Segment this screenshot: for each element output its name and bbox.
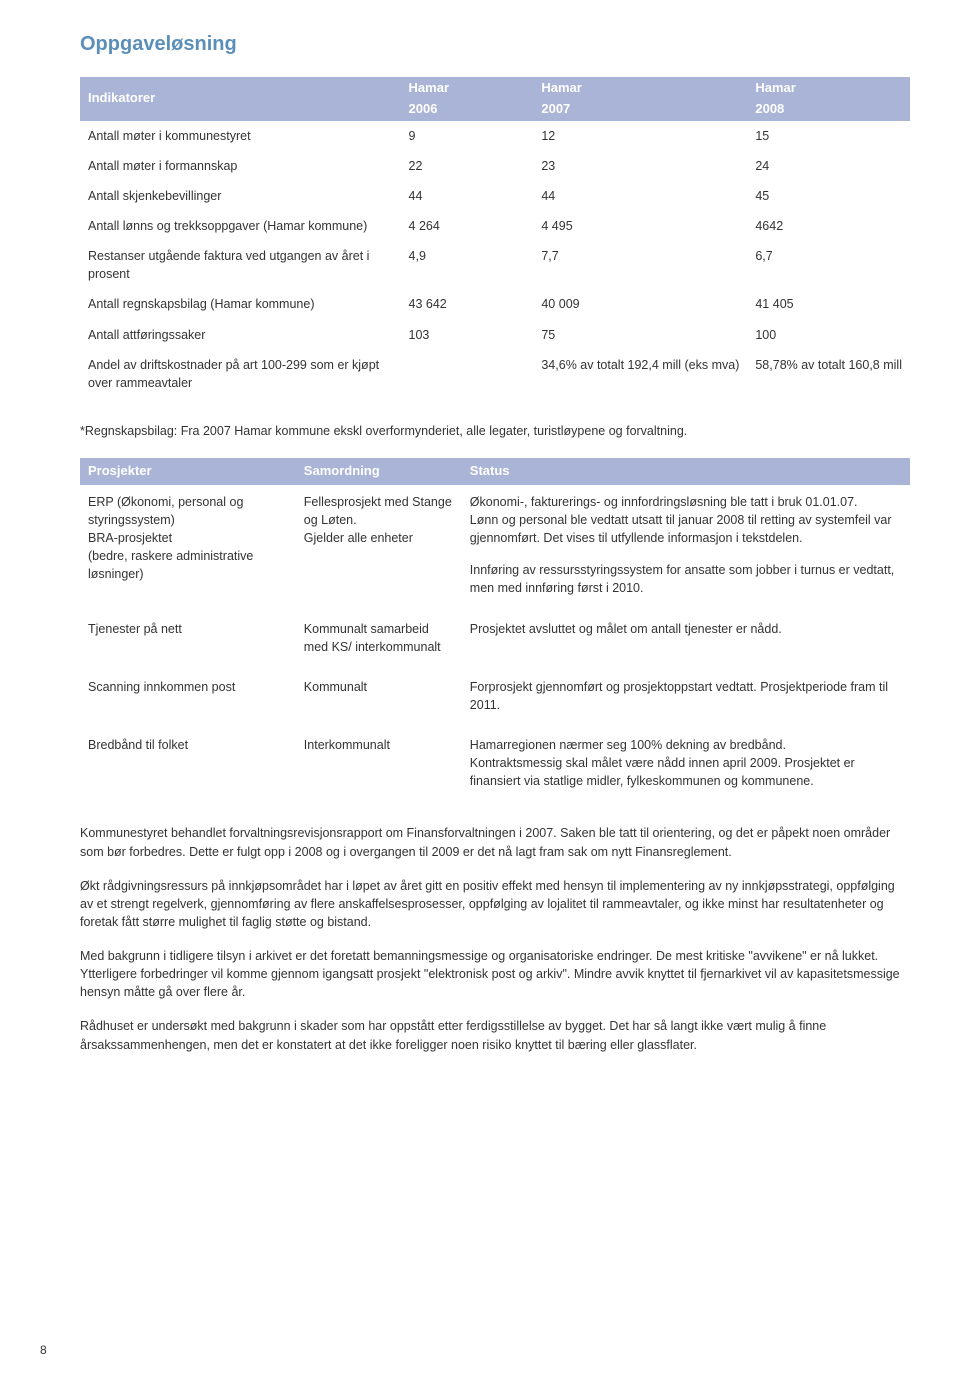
indicator-value: 24 xyxy=(747,151,910,181)
project-name: ERP (Økonomi, personal og styringssystem… xyxy=(80,485,296,612)
indicator-value: 4 495 xyxy=(533,211,747,241)
indicator-label: Antall skjenkebevillinger xyxy=(80,181,401,211)
project-status: Hamarregionen nærmer seg 100% dekning av… xyxy=(462,728,910,804)
th-2006: 2006 xyxy=(401,100,534,121)
indicator-value: 4,9 xyxy=(401,241,534,289)
projects-tbody: ERP (Økonomi, personal og styringssystem… xyxy=(80,485,910,805)
indicator-value: 45 xyxy=(747,181,910,211)
projects-table: Prosjekter Samordning Status ERP (Økonom… xyxy=(80,458,910,804)
body-paragraphs: Kommunestyret behandlet forvaltningsrevi… xyxy=(80,824,910,1053)
th-hamar-2: Hamar xyxy=(533,77,747,100)
indicator-value: 12 xyxy=(533,121,747,151)
table-row: Antall lønns og trekksoppgaver (Hamar ko… xyxy=(80,211,910,241)
project-name: Bredbånd til folket xyxy=(80,728,296,804)
table-header-row: Indikatorer Hamar Hamar Hamar xyxy=(80,77,910,100)
table-row: Andel av driftskostnader på art 100-299 … xyxy=(80,350,910,398)
footnote: *Regnskapsbilag: Fra 2007 Hamar kommune … xyxy=(80,422,910,440)
indicator-value: 7,7 xyxy=(533,241,747,289)
indicator-label: Restanser utgående faktura ved utgangen … xyxy=(80,241,401,289)
indicator-value: 75 xyxy=(533,320,747,350)
th-projects: Prosjekter xyxy=(80,458,296,485)
indicator-value: 4 264 xyxy=(401,211,534,241)
table-header-row: Prosjekter Samordning Status xyxy=(80,458,910,485)
indicator-label: Antall lønns og trekksoppgaver (Hamar ko… xyxy=(80,211,401,241)
indicator-value: 41 405 xyxy=(747,289,910,319)
indicator-value: 103 xyxy=(401,320,534,350)
indicator-label: Andel av driftskostnader på art 100-299 … xyxy=(80,350,401,398)
project-coord: Fellesprosjekt med Stange og Løten. Gjel… xyxy=(296,485,462,612)
indicator-value: 100 xyxy=(747,320,910,350)
th-indicator: Indikatorer xyxy=(80,77,401,121)
table-row: ERP (Økonomi, personal og styringssystem… xyxy=(80,485,910,612)
body-paragraph: Økt rådgivningsressurs på innkjøpsområde… xyxy=(80,877,910,931)
indicators-table: Indikatorer Hamar Hamar Hamar 2006 2007 … xyxy=(80,77,910,398)
body-paragraph: Kommunestyret behandlet forvaltningsrevi… xyxy=(80,824,910,860)
project-name: Scanning innkommen post xyxy=(80,670,296,728)
th-2007: 2007 xyxy=(533,100,747,121)
project-status: Forprosjekt gjennomført og prosjektoppst… xyxy=(462,670,910,728)
project-coord: Kommunalt xyxy=(296,670,462,728)
table-row: Bredbånd til folketInterkommunaltHamarre… xyxy=(80,728,910,804)
indicator-label: Antall møter i formannskap xyxy=(80,151,401,181)
th-hamar-1: Hamar xyxy=(401,77,534,100)
th-coord: Samordning xyxy=(296,458,462,485)
table-row: Antall møter i formannskap222324 xyxy=(80,151,910,181)
indicator-value: 43 642 xyxy=(401,289,534,319)
th-hamar-3: Hamar xyxy=(747,77,910,100)
indicator-value: 44 xyxy=(401,181,534,211)
project-status: Økonomi-, fakturerings- og innfordringsl… xyxy=(462,485,910,612)
indicator-value: 58,78% av totalt 160,8 mill xyxy=(747,350,910,398)
indicator-value: 22 xyxy=(401,151,534,181)
project-name: Tjenester på nett xyxy=(80,612,296,670)
indicator-label: Antall regnskapsbilag (Hamar kommune) xyxy=(80,289,401,319)
indicator-value: 15 xyxy=(747,121,910,151)
table-row: Restanser utgående faktura ved utgangen … xyxy=(80,241,910,289)
project-coord: Interkommunalt xyxy=(296,728,462,804)
indicator-label: Antall møter i kommunestyret xyxy=(80,121,401,151)
indicator-value: 34,6% av totalt 192,4 mill (eks mva) xyxy=(533,350,747,398)
body-paragraph: Rådhuset er undersøkt med bakgrunn i ska… xyxy=(80,1017,910,1053)
body-paragraph: Med bakgrunn i tidligere tilsyn i arkive… xyxy=(80,947,910,1001)
table-row: Antall attføringssaker10375100 xyxy=(80,320,910,350)
table-row: Antall regnskapsbilag (Hamar kommune)43 … xyxy=(80,289,910,319)
table-row: Antall skjenkebevillinger444445 xyxy=(80,181,910,211)
indicator-value: 4642 xyxy=(747,211,910,241)
project-coord: Kommunalt samarbeid med KS/ interkommuna… xyxy=(296,612,462,670)
indicator-value: 23 xyxy=(533,151,747,181)
th-status: Status xyxy=(462,458,910,485)
indicator-value xyxy=(401,350,534,398)
indicator-value: 44 xyxy=(533,181,747,211)
table-row: Antall møter i kommunestyret91215 xyxy=(80,121,910,151)
project-status: Prosjektet avsluttet og målet om antall … xyxy=(462,612,910,670)
table-row: Scanning innkommen postKommunaltForprosj… xyxy=(80,670,910,728)
indicator-label: Antall attføringssaker xyxy=(80,320,401,350)
th-2008: 2008 xyxy=(747,100,910,121)
indicator-value: 6,7 xyxy=(747,241,910,289)
indicators-tbody: Antall møter i kommunestyret91215Antall … xyxy=(80,121,910,398)
section-title: Oppgaveløsning xyxy=(80,30,910,59)
table-row: Tjenester på nettKommunalt samarbeid med… xyxy=(80,612,910,670)
page-number: 8 xyxy=(40,1342,47,1359)
indicator-value: 9 xyxy=(401,121,534,151)
indicator-value: 40 009 xyxy=(533,289,747,319)
